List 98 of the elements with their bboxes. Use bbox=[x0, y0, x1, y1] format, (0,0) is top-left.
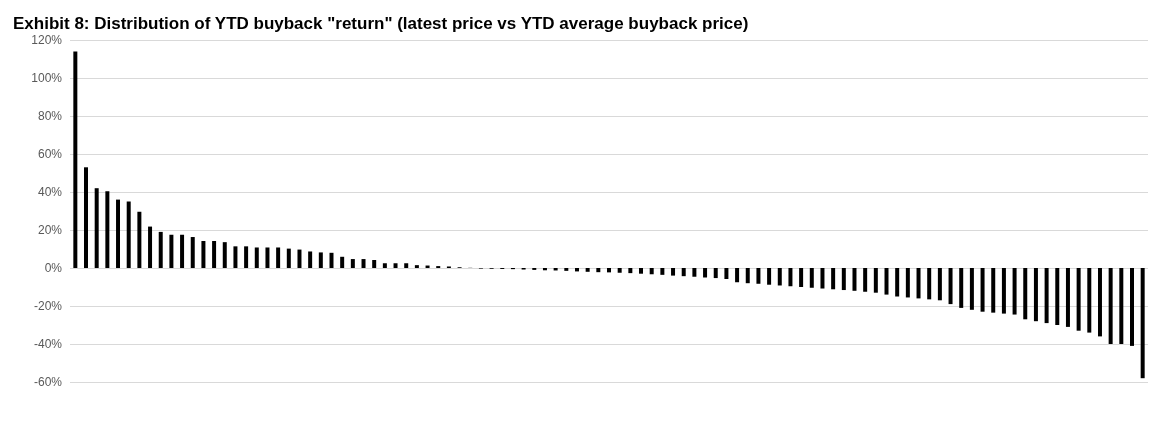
bar bbox=[585, 268, 590, 272]
y-tick-label: 0% bbox=[44, 261, 63, 275]
bar bbox=[414, 265, 419, 268]
bar bbox=[137, 211, 142, 268]
bar bbox=[201, 241, 206, 268]
bar bbox=[308, 251, 313, 268]
y-tick-label: 60% bbox=[37, 147, 63, 161]
bar bbox=[180, 234, 185, 268]
bar bbox=[1023, 268, 1028, 320]
bar bbox=[297, 249, 302, 268]
bar bbox=[1076, 268, 1081, 331]
bar bbox=[190, 237, 195, 268]
bar bbox=[863, 268, 868, 292]
bar bbox=[73, 51, 78, 268]
bar bbox=[276, 247, 281, 268]
bar bbox=[148, 226, 153, 268]
bar bbox=[703, 268, 708, 278]
bar bbox=[767, 268, 772, 285]
y-tick-label: 20% bbox=[37, 223, 63, 237]
bar bbox=[607, 268, 611, 273]
bar bbox=[1097, 268, 1102, 337]
bar bbox=[671, 268, 676, 276]
bar bbox=[617, 268, 622, 273]
bar bbox=[927, 268, 932, 300]
bar bbox=[735, 268, 740, 283]
bar bbox=[713, 268, 718, 279]
bar bbox=[937, 268, 942, 301]
bar bbox=[628, 268, 633, 274]
bar bbox=[329, 252, 334, 268]
bar bbox=[884, 268, 889, 295]
bar bbox=[1108, 268, 1113, 344]
bar bbox=[254, 247, 259, 268]
chart-title: Exhibit 8: Distribution of YTD buyback "return" (latest price vs YTD average buyback price) bbox=[13, 14, 749, 33]
bar bbox=[233, 246, 238, 268]
bar bbox=[1140, 268, 1145, 379]
bar bbox=[959, 268, 964, 308]
bar bbox=[649, 268, 654, 275]
bar bbox=[222, 242, 227, 268]
bar bbox=[916, 268, 921, 299]
bar bbox=[596, 268, 601, 273]
bar bbox=[1033, 268, 1038, 322]
bar bbox=[873, 268, 878, 293]
bar bbox=[820, 268, 825, 289]
bar bbox=[905, 268, 910, 298]
bar bbox=[1119, 268, 1124, 344]
bar bbox=[681, 268, 686, 277]
bar bbox=[1129, 268, 1134, 346]
bar bbox=[1044, 268, 1049, 324]
bar bbox=[212, 241, 217, 268]
bar bbox=[372, 260, 377, 268]
bar bbox=[948, 268, 953, 305]
bar bbox=[340, 256, 345, 268]
bar bbox=[1001, 268, 1006, 314]
y-tick-label: 120% bbox=[31, 33, 63, 47]
bar bbox=[809, 268, 814, 288]
bar bbox=[169, 234, 174, 268]
bar bbox=[564, 268, 569, 271]
bar bbox=[756, 268, 761, 284]
bar bbox=[1012, 268, 1017, 315]
bar bbox=[393, 263, 398, 268]
y-tick-label: -40% bbox=[33, 337, 63, 351]
bar bbox=[404, 263, 409, 268]
bar bbox=[660, 268, 665, 275]
bar bbox=[244, 246, 249, 268]
bar bbox=[639, 268, 644, 274]
bar bbox=[1065, 268, 1070, 327]
bar bbox=[265, 247, 270, 268]
bar bbox=[350, 259, 355, 268]
bar bbox=[852, 268, 857, 291]
bar bbox=[94, 188, 99, 268]
bar bbox=[991, 268, 996, 313]
bar bbox=[777, 268, 782, 286]
bar bbox=[841, 268, 846, 291]
bar bbox=[126, 201, 131, 268]
bar bbox=[318, 252, 323, 268]
bar bbox=[1087, 268, 1092, 333]
bar bbox=[382, 263, 387, 268]
bar bbox=[361, 259, 366, 268]
bar bbox=[745, 268, 750, 284]
bar bbox=[831, 268, 836, 290]
bar bbox=[116, 199, 121, 268]
bar bbox=[84, 167, 89, 268]
bar bbox=[969, 268, 974, 310]
y-tick-label: 100% bbox=[31, 71, 63, 85]
bar bbox=[1055, 268, 1060, 325]
bar bbox=[980, 268, 985, 312]
bar bbox=[286, 248, 291, 268]
y-tick-label: -60% bbox=[33, 375, 63, 389]
y-tick-label: -20% bbox=[33, 299, 63, 313]
bar bbox=[895, 268, 900, 297]
y-tick-label: 80% bbox=[37, 109, 63, 123]
bar bbox=[158, 231, 163, 268]
bar bbox=[105, 191, 110, 268]
bar bbox=[724, 268, 729, 280]
bar bbox=[692, 268, 697, 277]
y-tick-label: 40% bbox=[37, 185, 63, 199]
bar bbox=[788, 268, 793, 287]
bar bbox=[799, 268, 804, 287]
